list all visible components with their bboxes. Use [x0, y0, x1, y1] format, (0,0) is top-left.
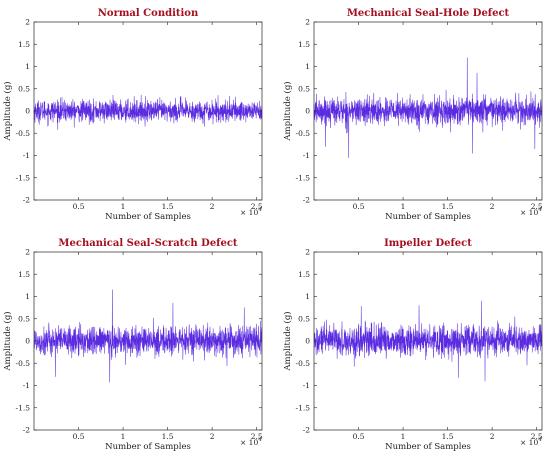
y-tick-label: 0.5 [18, 84, 30, 93]
y-tick-label: -2 [303, 196, 311, 205]
x-tick-label: 2.5 [531, 202, 543, 211]
y-tick-label: 0 [305, 107, 310, 116]
y-tick-label: 1.5 [18, 270, 30, 279]
x-multiplier: × 104 [240, 437, 262, 447]
x-tick-label: 1.5 [162, 202, 174, 211]
y-tick-label: 1 [305, 62, 310, 71]
y-tick-label: -2 [23, 426, 31, 435]
y-tick-label: 0 [25, 337, 30, 346]
x-tick-label: 2.5 [251, 432, 263, 441]
y-tick-label: 0 [305, 337, 310, 346]
x-tick-label: 1.5 [442, 432, 454, 441]
y-axis-label: Amplitude (g) [282, 311, 293, 371]
panel-seal-hole-defect: Mechanical Seal-Hole Defect Number of Sa… [282, 8, 543, 222]
x-tick-label: 2 [210, 432, 215, 441]
x-multiplier: × 104 [240, 207, 262, 217]
chart-title: Normal Condition [98, 8, 199, 19]
x-tick-label: 0.5 [353, 202, 365, 211]
y-tick-label: -1.5 [296, 403, 311, 412]
y-tick-label: -1 [303, 381, 310, 390]
y-tick-label: 2 [25, 248, 30, 257]
y-tick-label: 1 [25, 292, 30, 301]
x-tick-label: 2.5 [531, 432, 543, 441]
plot-area [33, 94, 263, 130]
y-tick-label: 2 [305, 248, 310, 257]
x-tick-label: 2 [490, 432, 495, 441]
chart-title: Mechanical Seal-Scratch Defect [58, 238, 238, 249]
x-tick-label: 2.5 [251, 202, 263, 211]
y-tick-label: -1 [23, 381, 30, 390]
x-axis-label: Number of Samples [385, 442, 471, 452]
chart-title: Impeller Defect [384, 238, 472, 249]
y-tick-label: 0.5 [298, 84, 310, 93]
panel-seal-scratch-defect: Mechanical Seal-Scratch Defect Number of… [2, 238, 263, 452]
y-tick-label: -0.5 [16, 129, 31, 138]
y-tick-label: -2 [23, 196, 31, 205]
y-tick-label: 2 [305, 18, 310, 27]
signal-line [33, 94, 263, 130]
y-tick-label: 0.5 [298, 314, 310, 323]
chart-title: Mechanical Seal-Hole Defect [347, 8, 510, 19]
y-tick-label: -1.5 [296, 173, 311, 182]
x-axis-label: Number of Samples [385, 212, 471, 222]
x-tick-label: 0.5 [73, 202, 85, 211]
x-tick-label: 1 [121, 202, 126, 211]
panel-normal-condition: Normal Condition Number of Samples Ampli… [2, 8, 263, 222]
signal-line [313, 300, 543, 382]
y-axis-label: Amplitude (g) [2, 311, 13, 371]
y-tick-label: -0.5 [16, 359, 31, 368]
x-tick-label: 1 [401, 202, 406, 211]
plot-area [33, 289, 263, 383]
y-tick-label: 1.5 [18, 40, 30, 49]
y-tick-label: -1 [303, 151, 310, 160]
plot-area [313, 300, 543, 382]
y-tick-label: 0.5 [18, 314, 30, 323]
x-multiplier: × 104 [520, 207, 542, 217]
y-tick-label: -1 [23, 151, 30, 160]
x-axis-label: Number of Samples [105, 442, 191, 452]
x-tick-label: 1 [121, 432, 126, 441]
x-tick-label: 2 [490, 202, 495, 211]
x-tick-label: 0.5 [73, 432, 85, 441]
y-tick-label: 1 [305, 292, 310, 301]
signal-line [33, 289, 263, 383]
y-tick-label: -2 [303, 426, 311, 435]
y-tick-label: -0.5 [296, 129, 311, 138]
x-tick-label: 2 [210, 202, 215, 211]
plot-area [313, 57, 543, 158]
signal-line [313, 57, 543, 158]
x-axis-label: Number of Samples [105, 212, 191, 222]
y-tick-label: 1.5 [298, 40, 310, 49]
y-axis-label: Amplitude (g) [282, 81, 293, 141]
y-tick-label: -0.5 [296, 359, 311, 368]
y-tick-label: 1.5 [298, 270, 310, 279]
y-tick-label: 1 [25, 62, 30, 71]
x-tick-label: 1.5 [162, 432, 174, 441]
x-tick-label: 1.5 [442, 202, 454, 211]
y-axis-label: Amplitude (g) [2, 81, 13, 141]
x-tick-label: 0.5 [353, 432, 365, 441]
panel-impeller-defect: Impeller Defect Number of Samples Amplit… [282, 238, 543, 452]
y-tick-label: -1.5 [16, 403, 31, 412]
y-tick-label: 0 [25, 107, 30, 116]
x-tick-label: 1 [401, 432, 406, 441]
x-multiplier: × 104 [520, 437, 542, 447]
y-tick-label: 2 [25, 18, 30, 27]
y-tick-label: -1.5 [16, 173, 31, 182]
